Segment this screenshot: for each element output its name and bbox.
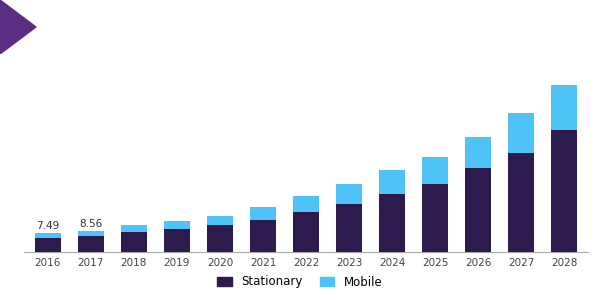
- Bar: [379, 194, 405, 252]
- Bar: [551, 130, 577, 252]
- Bar: [293, 212, 319, 252]
- Bar: [465, 168, 491, 252]
- Bar: [121, 232, 147, 252]
- Bar: [207, 225, 233, 252]
- Bar: [78, 231, 104, 236]
- Bar: [121, 225, 147, 232]
- Bar: [422, 157, 448, 184]
- Bar: [379, 170, 405, 194]
- Bar: [35, 238, 61, 252]
- Bar: [78, 236, 104, 252]
- Text: 7.49: 7.49: [36, 221, 59, 231]
- Polygon shape: [0, 0, 36, 54]
- Bar: [551, 85, 577, 130]
- Text: 8.56: 8.56: [79, 219, 103, 229]
- Bar: [508, 113, 534, 153]
- Legend: Stationary, Mobile: Stationary, Mobile: [213, 271, 387, 293]
- Bar: [465, 137, 491, 168]
- Bar: [422, 184, 448, 252]
- Bar: [336, 184, 362, 204]
- Bar: [250, 207, 276, 220]
- Bar: [164, 221, 190, 229]
- Text: U.S. medical telepresence robots market size, by type, 2016 - 2028 (USD Million): U.S. medical telepresence robots market …: [42, 22, 600, 34]
- Bar: [250, 220, 276, 252]
- Bar: [293, 196, 319, 212]
- Bar: [164, 229, 190, 252]
- Bar: [207, 216, 233, 225]
- Bar: [508, 153, 534, 252]
- Bar: [336, 204, 362, 252]
- Bar: [35, 233, 61, 238]
